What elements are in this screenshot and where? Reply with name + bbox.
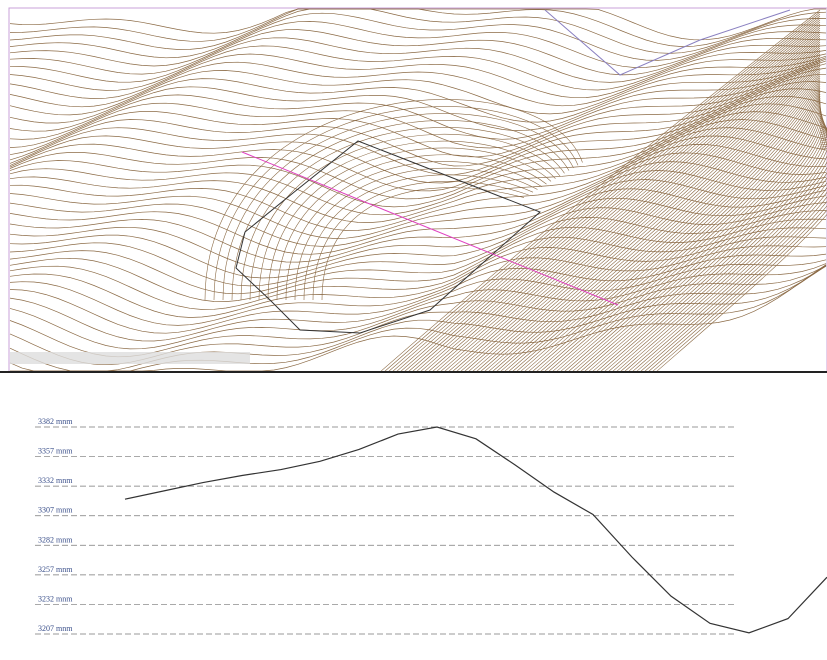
status-strip bbox=[10, 352, 250, 364]
y-tick-label: 3207 mnm bbox=[38, 624, 73, 633]
contour-map bbox=[0, 0, 827, 374]
app-window: {"chart_data": {"type": "line", "categor… bbox=[0, 0, 827, 660]
y-tick-label: 3282 mnm bbox=[38, 535, 73, 544]
y-tick-label: 3332 mnm bbox=[38, 476, 73, 485]
y-tick-label: 3307 mnm bbox=[38, 506, 73, 515]
y-tick-label: 3257 mnm bbox=[38, 565, 73, 574]
y-tick-label: 3232 mnm bbox=[38, 594, 73, 603]
y-tick-label: 3382 mnm bbox=[38, 417, 73, 426]
profile-line bbox=[125, 427, 827, 633]
y-tick-label: 3357 mnm bbox=[38, 447, 73, 456]
